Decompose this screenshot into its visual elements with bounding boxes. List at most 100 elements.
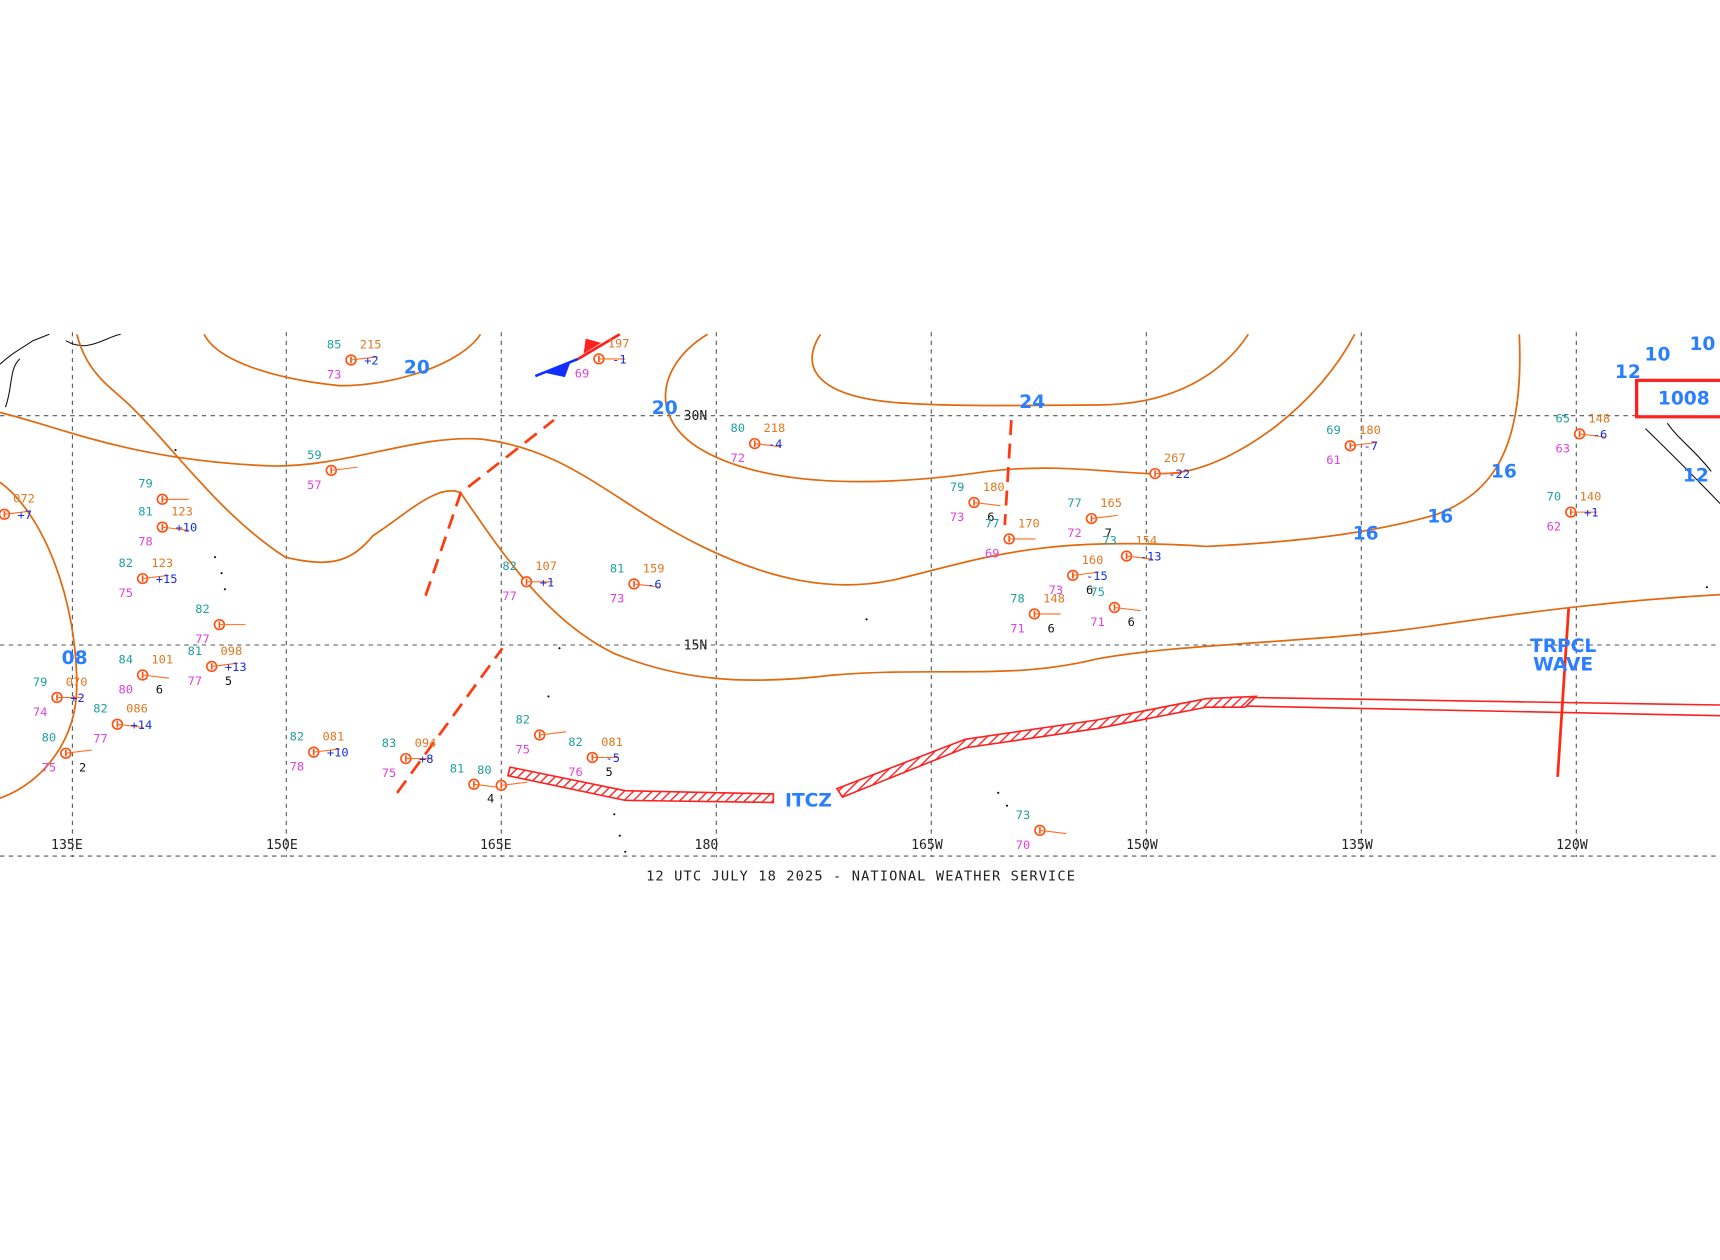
dew-point: 77	[195, 632, 210, 646]
station: 82 123 75 +15	[118, 556, 177, 600]
weather-value: 5	[225, 674, 232, 688]
weather-value: 6	[1048, 622, 1055, 636]
dew-point: 70	[1016, 838, 1031, 852]
pressure-tendency: -22	[1168, 467, 1190, 481]
temperature: 77	[1067, 496, 1082, 510]
dew-point: 73	[610, 592, 625, 606]
temperature: 73	[1102, 534, 1117, 548]
pressure-tendency: -5	[606, 751, 621, 765]
pressure-tendency: +1	[1584, 506, 1599, 520]
wind-barb	[633, 583, 661, 588]
dew-point: 73	[950, 510, 965, 524]
graticule-labels: 135E 150E 165E 180 165W 150W 135W 120W 30N 15N	[51, 409, 1588, 852]
dew-point: 62	[1547, 520, 1562, 534]
station: 75 71 6	[1090, 585, 1141, 629]
pressure: 218	[763, 421, 785, 435]
isobar-label: 16	[1491, 462, 1517, 483]
temperature: 59	[307, 448, 322, 462]
temperature: 82	[290, 730, 305, 744]
station: 77 170 69	[985, 517, 1040, 561]
dew-point: 75	[516, 743, 531, 757]
pressure: 072	[13, 492, 35, 506]
pressure-tendency: -15	[1086, 569, 1108, 583]
dew-point: 77	[188, 674, 203, 688]
station: 69 180 61 -7	[1326, 423, 1381, 467]
temperature: 82	[118, 556, 133, 570]
station: 79 180 73 6	[950, 480, 1005, 524]
station: 73 154 -13	[1102, 534, 1161, 564]
temperature: 79	[33, 675, 48, 689]
dew-point: 76	[568, 765, 583, 779]
longitude-label: 180	[695, 838, 719, 853]
dew-point: 61	[1326, 453, 1341, 467]
dew-point: 77	[93, 732, 108, 746]
weather-value: 6	[1128, 615, 1135, 629]
pressure: 180	[1359, 423, 1381, 437]
trough	[395, 647, 504, 794]
temperature: 82	[502, 559, 517, 573]
isobar-label: 1008	[1658, 389, 1710, 410]
wind-barb	[1126, 555, 1153, 560]
dew-point: 75	[118, 586, 133, 600]
pressure: 267	[1164, 451, 1186, 465]
weather-value: 4	[487, 792, 494, 806]
station: 072+7	[0, 492, 35, 522]
temperature: 78	[1010, 592, 1025, 606]
wind-barb	[1091, 514, 1118, 520]
pressure-box	[1634, 378, 1720, 419]
dew-point: 72	[1067, 526, 1082, 540]
map-footer: 12 UTC JULY 18 2025 - NATIONAL WEATHER S…	[646, 869, 1076, 885]
pressure-tendency: -6	[647, 578, 662, 592]
dew-point: 80	[118, 683, 133, 697]
isobar-label: 12	[1683, 466, 1709, 487]
pressure-tendency: -7	[1363, 439, 1378, 453]
station: 82 081 76 -55	[568, 735, 623, 779]
weather-value: 6	[1086, 583, 1093, 597]
wind-barb	[501, 781, 528, 786]
station: 77 165 72 7	[1067, 496, 1122, 540]
pressure-tendency: +1	[540, 575, 555, 589]
isobar-label: 08	[62, 648, 88, 669]
itcz-band	[506, 695, 1720, 804]
tropical-wave-label: TRPCL	[1530, 636, 1597, 657]
station: 82 081 78 +10	[290, 730, 349, 774]
station: 81 159 73 -6	[610, 562, 665, 606]
weather-value: 7	[1105, 526, 1112, 540]
dew-point: 78	[138, 535, 153, 549]
wind-barb	[211, 662, 239, 667]
pressure: 215	[360, 338, 382, 352]
dew-point: 69	[575, 367, 590, 381]
pressure-tendency: -13	[1140, 550, 1162, 564]
pressure: 148	[1588, 412, 1610, 426]
dew-point: 73	[1049, 583, 1064, 597]
station: 82 77	[195, 602, 246, 646]
temperature: 81	[138, 505, 153, 519]
latitude-label: 15N	[684, 639, 708, 654]
wind-barb	[1579, 433, 1606, 438]
tropical-wave-label: WAVE	[1533, 654, 1593, 675]
pressure: 123	[171, 505, 193, 519]
isobars	[0, 333, 1720, 800]
pressure-tendency: +7	[18, 508, 33, 522]
wind-barb	[162, 526, 189, 531]
isobar-label: 12	[1615, 362, 1641, 383]
latitude-label: 30N	[684, 409, 708, 424]
station: 84 101 80 6	[118, 653, 173, 697]
dew-point: 69	[985, 547, 1000, 561]
isobar-label: 24	[1019, 392, 1045, 413]
station: 82 107 77 +1	[502, 559, 557, 603]
isobar-label: 10	[1645, 345, 1671, 366]
dew-point: 78	[290, 760, 305, 774]
dew-point: 75	[42, 761, 57, 775]
graticule	[0, 332, 1720, 858]
pressure: 070	[66, 675, 88, 689]
pressure-tendency: -6	[1593, 428, 1608, 442]
station: 70 140 62 +1	[1547, 490, 1602, 534]
pressure-tendency: -4	[768, 437, 783, 451]
weather-value: 5	[606, 765, 613, 779]
station: 81 098 77 +135	[188, 644, 247, 688]
temperature: 70	[1547, 490, 1562, 504]
